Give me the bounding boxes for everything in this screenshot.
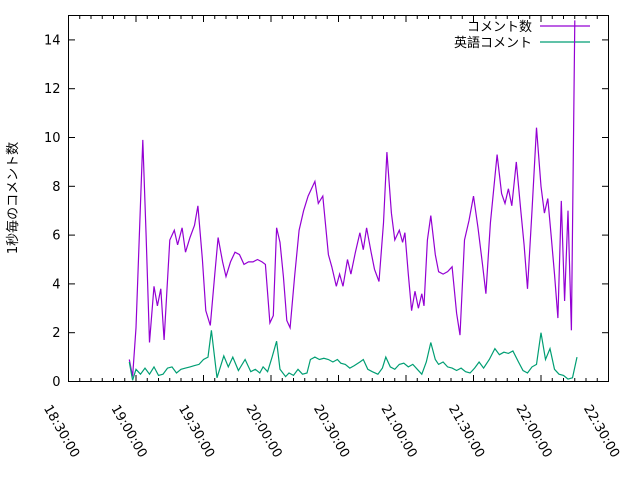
y-tick-label: 10	[44, 131, 61, 146]
series-line-english-comments	[128, 330, 578, 381]
y-axis-ticks	[68, 39, 609, 382]
y-tick-label: 2	[52, 326, 60, 341]
legend-label: 英語コメント	[454, 35, 532, 51]
y-tick-label: 0	[52, 375, 60, 390]
y-tick-label: 12	[44, 82, 61, 97]
y-tick-label: 4	[52, 277, 60, 292]
y-axis-labels: 0 2 4 6 8 10 12 14	[44, 33, 61, 390]
y-axis-title: 1秒毎のコメント数	[5, 142, 21, 254]
y-tick-label: 8	[52, 180, 60, 195]
y-tick-label: 14	[44, 33, 61, 48]
series-line-comments	[128, 20, 576, 377]
legend-label: コメント数	[467, 20, 532, 35]
x-axis-ticks	[68, 15, 609, 382]
y-tick-label: 6	[52, 229, 60, 244]
